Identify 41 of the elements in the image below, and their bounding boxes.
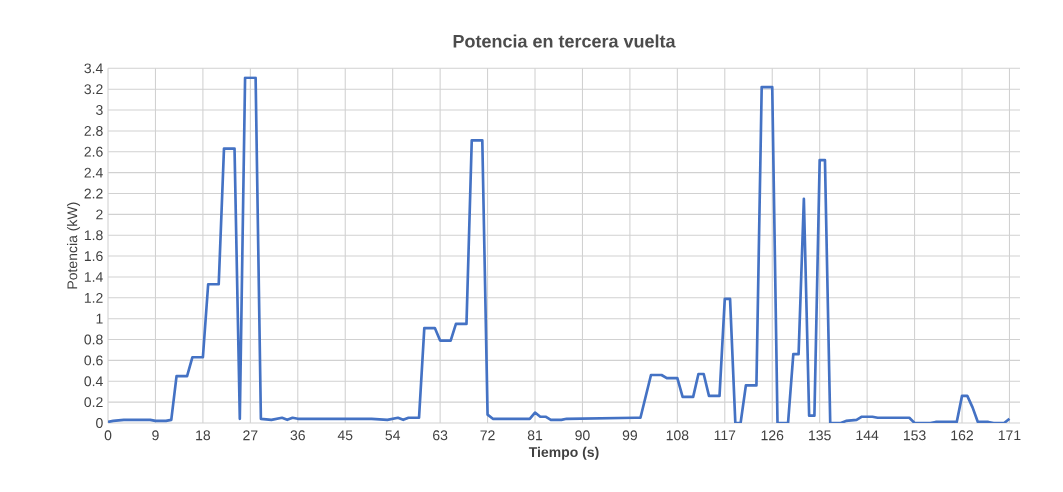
y-tick-label: 0.8 [84, 334, 103, 345]
y-tick-label: 3 [96, 105, 103, 116]
x-tick-label: 171 [998, 430, 1021, 440]
x-tick-label: 36 [290, 430, 305, 441]
x-tick-label: 63 [433, 430, 448, 441]
y-tick-label: 0.6 [84, 355, 103, 366]
y-tick-label: 1.8 [84, 230, 103, 241]
x-tick-label: 18 [196, 430, 211, 441]
y-tick-label: 0.2 [84, 397, 103, 408]
x-tick-label: 144 [856, 430, 879, 440]
x-tick-label: 162 [951, 430, 973, 441]
x-tick-label: 153 [903, 430, 926, 441]
x-tick-label: 72 [480, 430, 495, 441]
chart-title: Potencia en tercera vuelta [453, 34, 676, 48]
x-tick-label: 108 [666, 430, 689, 441]
x-tick-label: 99 [622, 430, 638, 441]
y-tick-label: 0.4 [84, 376, 103, 387]
y-tick-label: 2 [96, 209, 103, 220]
x-tick-label: 9 [152, 430, 159, 441]
y-tick-label: 1.2 [84, 292, 103, 303]
y-tick-label: 3.2 [84, 84, 103, 95]
y-tick-label: 0 [96, 418, 103, 428]
y-tick-label: 1.6 [84, 251, 103, 262]
x-axis-title: Tiempo (s) [528, 446, 599, 460]
x-tick-label: 135 [809, 430, 831, 441]
y-tick-label: 1 [96, 313, 103, 324]
y-axis-title: Potencia (kW) [66, 202, 81, 289]
x-tick-label: 0 [104, 430, 112, 441]
x-tick-label: 117 [714, 430, 736, 440]
x-tick-label: 45 [337, 430, 353, 441]
x-tick-label: 81 [527, 430, 543, 441]
x-tick-label: 126 [761, 430, 784, 441]
x-tick-label: 27 [243, 430, 258, 441]
y-tick-label: 3.4 [84, 63, 103, 74]
x-tick-label: 90 [575, 430, 590, 441]
y-tick-label: 2.6 [84, 146, 103, 157]
y-tick-label: 1.4 [84, 272, 103, 282]
y-tick-label: 2.8 [84, 125, 103, 136]
x-tick-label: 54 [385, 430, 401, 441]
y-tick-label: 2.2 [84, 188, 103, 199]
y-tick-label: 2.4 [84, 167, 103, 178]
